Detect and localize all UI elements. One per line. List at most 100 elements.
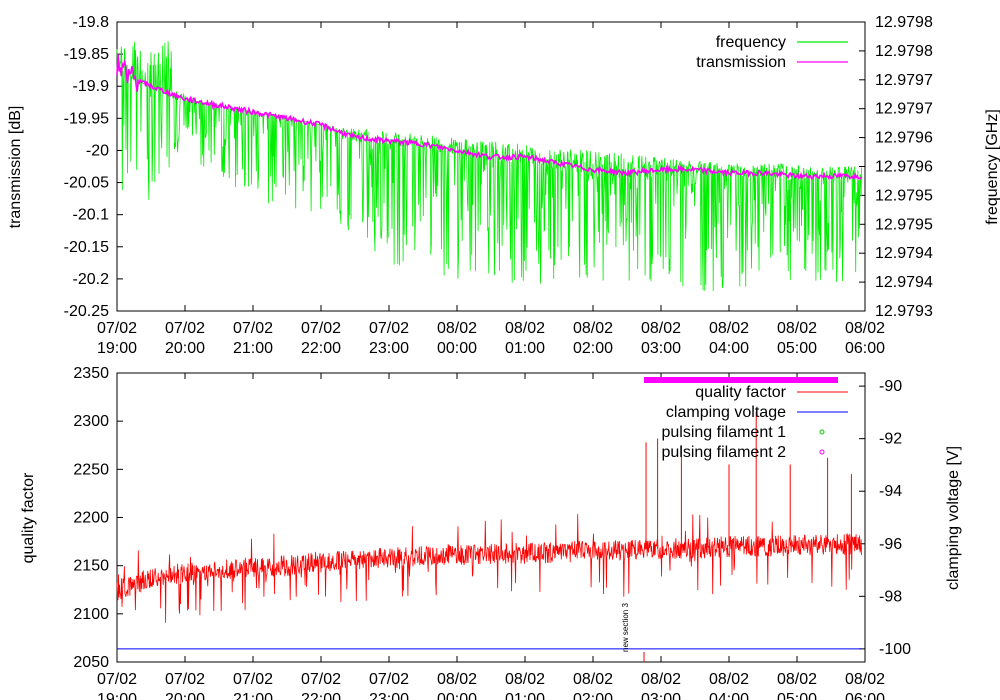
y2-tick-label: -100 bbox=[879, 641, 911, 658]
legend-label: pulsing filament 2 bbox=[661, 444, 786, 461]
x-tick-date: 07/02 bbox=[165, 320, 205, 337]
top-series bbox=[116, 41, 863, 292]
x-tick-date: 07/02 bbox=[165, 671, 205, 688]
x-tick-time: 01:00 bbox=[505, 340, 545, 357]
y2-tick-label: 12.9793 bbox=[875, 303, 933, 320]
top-x-tick-labels: 07/02 19:00 07/02 20:00 07/02 21:00 07/02 22:00… bbox=[97, 320, 885, 357]
transmission-series-line bbox=[116, 54, 863, 180]
y2-tick-label: 12.9796 bbox=[875, 159, 933, 176]
x-tick-time: 02:00 bbox=[573, 340, 613, 357]
y-tick-label: -20.05 bbox=[64, 175, 109, 192]
y-tick-label: -19.8 bbox=[73, 14, 110, 31]
y2-tick-label: -90 bbox=[879, 378, 902, 395]
top-axis-ticks bbox=[116, 21, 866, 312]
y-tick-label: -19.95 bbox=[64, 110, 109, 127]
top-y-axis-label: transmission [dB] bbox=[7, 106, 24, 229]
x-tick-date: 08/02 bbox=[505, 320, 545, 337]
y-tick-label: -19.85 bbox=[64, 46, 109, 63]
top-y-tick-labels: -19.8 -19.85 -19.9 -19.95 -20 -20.05 -20.1 -20.… bbox=[64, 14, 109, 320]
y2-tick-label: -96 bbox=[879, 536, 902, 553]
x-tick-time: 20:00 bbox=[165, 691, 205, 700]
x-tick-time: 03:00 bbox=[641, 691, 681, 700]
y2-tick-label: -94 bbox=[879, 483, 902, 500]
x-tick-time: 00:00 bbox=[437, 691, 477, 700]
x-tick-date: 08/02 bbox=[709, 671, 749, 688]
x-tick-date: 07/02 bbox=[369, 320, 409, 337]
x-tick-date: 07/02 bbox=[369, 671, 409, 688]
y2-tick-label: 12.9794 bbox=[875, 274, 933, 291]
y-tick-label: -20.1 bbox=[73, 207, 110, 224]
y-tick-label: 2050 bbox=[73, 654, 109, 671]
x-tick-date: 08/02 bbox=[437, 320, 477, 337]
x-tick-date: 08/02 bbox=[505, 671, 545, 688]
top-legend: frequency transmission bbox=[696, 34, 848, 71]
y-tick-label: 2250 bbox=[73, 461, 109, 478]
y-tick-label: 2350 bbox=[73, 365, 109, 382]
x-tick-date: 07/02 bbox=[301, 671, 341, 688]
x-tick-date: 08/02 bbox=[777, 671, 817, 688]
legend-label: frequency bbox=[716, 34, 786, 51]
x-tick-time: 22:00 bbox=[301, 691, 341, 700]
bottom-series bbox=[116, 377, 862, 662]
section-annotation: new section 3 bbox=[621, 603, 630, 652]
x-tick-date: 08/02 bbox=[845, 671, 885, 688]
x-tick-time: 02:00 bbox=[573, 691, 613, 700]
x-tick-time: 19:00 bbox=[97, 340, 137, 357]
bottom-y2-axis-label: clamping voltage [V] bbox=[945, 446, 962, 590]
x-tick-time: 03:00 bbox=[641, 340, 681, 357]
y2-tick-label: -92 bbox=[879, 431, 902, 448]
y-tick-label: 2200 bbox=[73, 510, 109, 527]
x-tick-time: 05:00 bbox=[777, 691, 817, 700]
x-tick-time: 22:00 bbox=[301, 340, 341, 357]
x-tick-time: 23:00 bbox=[369, 691, 409, 700]
x-tick-time: 05:00 bbox=[777, 340, 817, 357]
y2-tick-label: 12.9797 bbox=[875, 72, 933, 89]
x-tick-time: 21:00 bbox=[233, 340, 273, 357]
x-tick-date: 08/02 bbox=[573, 671, 613, 688]
y2-tick-label: -98 bbox=[879, 588, 902, 605]
y-tick-label: -19.9 bbox=[73, 78, 110, 95]
x-tick-time: 20:00 bbox=[165, 340, 205, 357]
legend-marker bbox=[819, 449, 825, 455]
y2-tick-label: 12.9795 bbox=[875, 216, 933, 233]
legend-label: clamping voltage bbox=[666, 404, 786, 421]
bottom-x-tick-labels: 07/02 19:00 07/02 20:00 07/02 21:00 07/02 22:00… bbox=[97, 671, 885, 700]
y-tick-label: -20 bbox=[86, 142, 109, 159]
x-tick-date: 08/02 bbox=[437, 671, 477, 688]
x-tick-time: 06:00 bbox=[845, 691, 885, 700]
legend-label: transmission bbox=[696, 54, 786, 71]
y2-tick-label: 12.9794 bbox=[875, 245, 933, 262]
x-tick-date: 08/02 bbox=[777, 320, 817, 337]
x-tick-date: 07/02 bbox=[233, 320, 273, 337]
y-tick-label: 2300 bbox=[73, 413, 109, 430]
x-tick-time: 21:00 bbox=[233, 691, 273, 700]
y-tick-label: 2100 bbox=[73, 606, 109, 623]
quality-factor-series-line bbox=[116, 514, 862, 623]
bottom-legend: quality factor clamping voltage pulsing fi… bbox=[661, 384, 848, 461]
x-tick-date: 08/02 bbox=[845, 320, 885, 337]
x-tick-date: 07/02 bbox=[97, 320, 137, 337]
x-tick-time: 00:00 bbox=[437, 340, 477, 357]
legend-marker bbox=[819, 429, 825, 435]
y2-tick-label: 12.9798 bbox=[875, 14, 933, 31]
y2-tick-label: 12.9795 bbox=[875, 187, 933, 204]
y-tick-label: -20.2 bbox=[73, 271, 110, 288]
x-tick-time: 23:00 bbox=[369, 340, 409, 357]
x-tick-date: 08/02 bbox=[709, 320, 749, 337]
top-y2-axis-label: frequency [GHz] bbox=[984, 109, 1000, 225]
x-tick-time: 04:00 bbox=[709, 691, 749, 700]
x-tick-time: 04:00 bbox=[709, 340, 749, 357]
x-tick-time: 19:00 bbox=[97, 691, 137, 700]
y-tick-label: -20.15 bbox=[64, 239, 109, 256]
y-tick-label: 2150 bbox=[73, 558, 109, 575]
x-tick-date: 08/02 bbox=[641, 320, 681, 337]
x-tick-date: 08/02 bbox=[573, 320, 613, 337]
x-tick-time: 06:00 bbox=[845, 340, 885, 357]
frequency-series-line bbox=[116, 41, 862, 292]
legend-label: pulsing filament 1 bbox=[661, 424, 786, 441]
bottom-y2-tick-labels: -90 -92 -94 -96 -98 -100 bbox=[879, 378, 911, 658]
top-panel: -19.8 -19.85 -19.9 -19.95 -20 -20.05 -20.1 -20.… bbox=[7, 14, 1000, 357]
legend-label: quality factor bbox=[695, 384, 786, 401]
y-tick-label: -20.25 bbox=[64, 303, 109, 320]
